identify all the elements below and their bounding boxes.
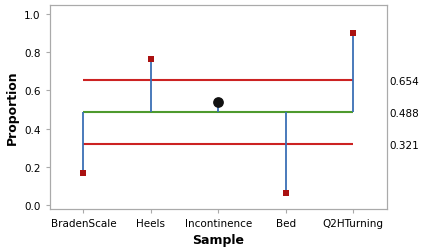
Point bbox=[215, 101, 222, 105]
Point bbox=[282, 191, 289, 195]
Y-axis label: Proportion: Proportion bbox=[6, 70, 19, 144]
Point bbox=[80, 171, 87, 175]
X-axis label: Sample: Sample bbox=[192, 234, 244, 246]
Point bbox=[147, 57, 154, 61]
Point bbox=[215, 101, 222, 105]
Point bbox=[350, 32, 357, 36]
